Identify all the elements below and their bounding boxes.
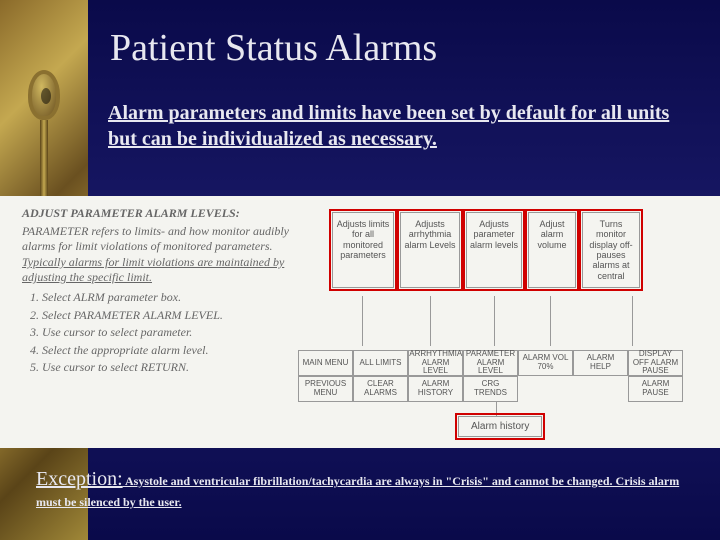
menu-cell: PREVIOUS MENU xyxy=(298,376,353,402)
menu-cell: ALARM HISTORY xyxy=(408,376,463,402)
menu-cell: CLEAR ALARMS xyxy=(353,376,408,402)
diagram-panel: ADJUST PARAMETER ALARM LEVELS: PARAMETER… xyxy=(0,196,720,448)
exception-lead: Exception: xyxy=(36,468,123,490)
menu-cell: DISPLAY OFF ALARM PAUSE xyxy=(628,350,683,376)
slide: Patient Status Alarms Alarm parameters a… xyxy=(0,0,720,540)
menu-cell-empty xyxy=(573,376,628,402)
callout-box: Adjusts parameter alarm levels xyxy=(466,212,522,288)
history-callout: Alarm history xyxy=(458,416,542,437)
menu-row: PREVIOUS MENU CLEAR ALARMS ALARM HISTORY… xyxy=(298,376,683,402)
intro-text: Alarm parameters and limits have been se… xyxy=(108,100,688,152)
menu-cell: PARAMETER ALARM LEVEL xyxy=(463,350,518,376)
step-item: Select PARAMETER ALARM LEVEL. xyxy=(42,308,318,324)
step-item: Use cursor to select RETURN. xyxy=(42,360,318,376)
connector-lines xyxy=(332,296,706,346)
menu-cell: CRG TRENDS xyxy=(463,376,518,402)
step-item: Select the appropriate alarm level. xyxy=(42,343,318,359)
instructions-heading: ADJUST PARAMETER ALARM LEVELS: xyxy=(22,206,318,222)
menu-grid: MAIN MENU ALL LIMITS ARRHYTHMIA ALARM LE… xyxy=(298,350,683,402)
menu-cell: ALARM HELP xyxy=(573,350,628,376)
step-item: Select ALRM parameter box. xyxy=(42,290,318,306)
history-connector xyxy=(496,402,497,416)
callout-box: Turns monitor display off- pauses alarms… xyxy=(582,212,640,288)
callout-box: Adjusts arrhythmia alarm Levels xyxy=(400,212,460,288)
exception-body: Asystole and ventricular fibrillation/ta… xyxy=(36,474,679,509)
menu-cell: ALARM VOL 70% xyxy=(518,350,573,376)
menu-cell: ALL LIMITS xyxy=(353,350,408,376)
instructions-body2: Typically alarms for limit violations ar… xyxy=(22,255,284,285)
callout-box: Adjusts limits for all monitored paramet… xyxy=(332,212,394,288)
instructions-body1: PARAMETER refers to limits- and how moni… xyxy=(22,224,289,254)
menu-cell: ALARM PAUSE xyxy=(628,376,683,402)
instructions-steps: Select ALRM parameter box. Select PARAME… xyxy=(42,290,318,376)
menu-cell-empty xyxy=(518,376,573,402)
menu-cell: ARRHYTHMIA ALARM LEVEL xyxy=(408,350,463,376)
slide-title: Patient Status Alarms xyxy=(110,26,437,70)
menu-cell: MAIN MENU xyxy=(298,350,353,376)
flow-column: Adjusts limits for all monitored paramet… xyxy=(332,206,706,438)
callout-row: Adjusts limits for all monitored paramet… xyxy=(332,212,640,288)
callout-box: Adjust alarm volume xyxy=(528,212,576,288)
step-item: Use cursor to select parameter. xyxy=(42,325,318,341)
exception-note: Exception: Asystole and ventricular fibr… xyxy=(36,466,690,513)
menu-row: MAIN MENU ALL LIMITS ARRHYTHMIA ALARM LE… xyxy=(298,350,683,376)
instructions-column: ADJUST PARAMETER ALARM LEVELS: PARAMETER… xyxy=(22,206,318,438)
